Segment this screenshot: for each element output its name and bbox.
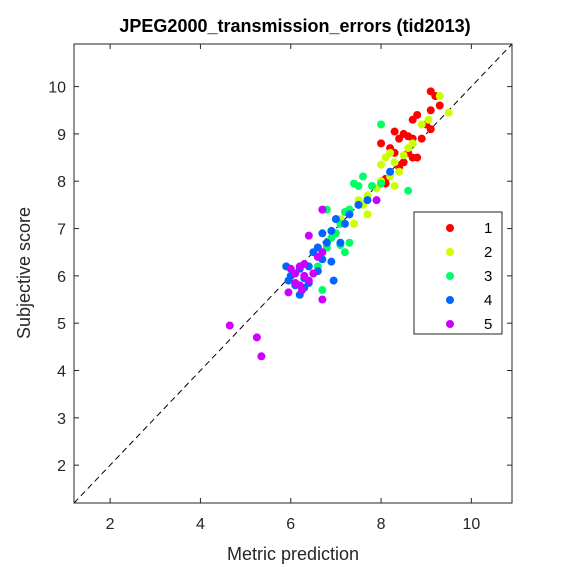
plot-frame — [73, 43, 513, 504]
data-point — [372, 196, 381, 205]
data-point — [327, 257, 336, 266]
legend-marker — [446, 224, 454, 232]
y-tick-label: 8 — [57, 174, 66, 191]
y-tick-label: 4 — [57, 364, 66, 381]
data-point — [377, 160, 386, 169]
reference-line — [73, 43, 513, 504]
x-tick-label: 8 — [377, 516, 386, 533]
data-point — [318, 295, 327, 304]
legend-box — [413, 211, 503, 335]
data-point — [354, 181, 363, 190]
data-point — [390, 158, 399, 167]
data-point — [444, 108, 453, 117]
data-point — [329, 276, 338, 285]
data-point — [300, 271, 309, 280]
data-point — [327, 226, 336, 235]
data-point — [318, 205, 327, 214]
data-point — [404, 132, 413, 141]
y-tick-label: 3 — [57, 411, 66, 428]
data-point — [435, 92, 444, 101]
data-point — [413, 153, 422, 162]
data-point — [358, 172, 367, 181]
data-point — [304, 231, 313, 240]
y-tick-label: 6 — [57, 269, 66, 286]
data-point — [426, 106, 435, 115]
data-point — [295, 262, 304, 271]
data-point — [399, 151, 408, 160]
legend-marker — [446, 272, 454, 280]
legend-label: 1 — [484, 220, 492, 237]
data-point — [435, 101, 444, 110]
x-tick-label: 2 — [106, 516, 115, 533]
data-point — [225, 321, 234, 330]
data-point — [363, 210, 372, 219]
x-axis: 2 4 6 8 10 — [106, 44, 480, 533]
data-point — [340, 248, 349, 257]
data-point — [318, 229, 327, 238]
legend-label: 4 — [484, 292, 492, 309]
legend-marker — [446, 248, 454, 256]
data-point — [424, 115, 433, 124]
data-point — [349, 219, 358, 228]
y-axis: 2 3 4 5 6 7 8 9 10 — [48, 80, 512, 475]
legend-marker — [446, 296, 454, 304]
legend-marker — [446, 320, 454, 328]
data-point — [331, 215, 340, 224]
data-point — [395, 167, 404, 176]
data-point — [390, 127, 399, 136]
data-point — [354, 200, 363, 209]
y-axis-label: Subjective score — [14, 207, 34, 339]
y-tick-label: 2 — [57, 458, 66, 475]
data-point — [363, 196, 372, 205]
data-point — [386, 167, 395, 176]
data-point — [377, 179, 386, 188]
y-tick-label: 10 — [48, 80, 66, 97]
data-point — [336, 238, 345, 247]
y-tick-label: 9 — [57, 127, 66, 144]
legend-label: 2 — [484, 244, 492, 261]
chart-title: JPEG2000_transmission_errors (tid2013) — [119, 16, 470, 36]
legend-label: 5 — [484, 316, 492, 333]
data-points — [225, 87, 453, 361]
data-point — [377, 139, 386, 148]
legend-label: 3 — [484, 268, 492, 285]
data-point — [417, 134, 426, 143]
data-point — [340, 219, 349, 228]
data-point — [426, 125, 435, 134]
data-point — [252, 333, 261, 342]
data-point — [404, 144, 413, 153]
y-tick-label: 7 — [57, 222, 66, 239]
x-tick-label: 10 — [462, 516, 480, 533]
data-point — [284, 288, 293, 297]
x-tick-label: 4 — [196, 516, 205, 533]
data-point — [408, 115, 417, 124]
data-point — [417, 120, 426, 129]
data-point — [257, 352, 266, 361]
series-5 — [225, 196, 381, 361]
y-tick-label: 5 — [57, 316, 66, 333]
data-point — [395, 134, 404, 143]
data-point — [291, 269, 300, 278]
x-axis-label: Metric prediction — [227, 544, 359, 564]
data-point — [368, 181, 377, 190]
legend: 1 2 3 4 5 — [413, 211, 503, 335]
data-point — [390, 181, 399, 190]
data-point — [318, 248, 327, 257]
data-point — [298, 286, 307, 295]
data-point — [377, 120, 386, 129]
data-point — [381, 153, 390, 162]
data-point — [404, 186, 413, 195]
data-point — [345, 210, 354, 219]
data-point — [345, 238, 354, 247]
data-point — [322, 238, 331, 247]
x-tick-label: 6 — [286, 516, 295, 533]
data-point — [318, 286, 327, 295]
data-point — [309, 269, 318, 278]
